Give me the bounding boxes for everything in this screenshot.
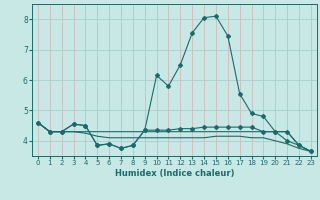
X-axis label: Humidex (Indice chaleur): Humidex (Indice chaleur) — [115, 169, 234, 178]
